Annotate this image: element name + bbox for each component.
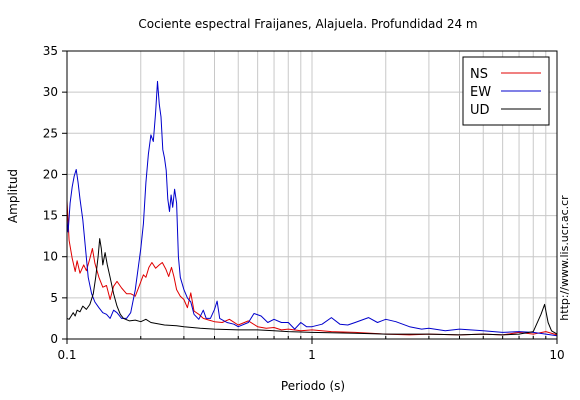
y-tick-label: 5 bbox=[50, 291, 58, 305]
x-tick-label: 0.1 bbox=[57, 348, 76, 362]
axes: 0 5 10 15 20 25 30 35 0.1 1 10 bbox=[43, 44, 565, 362]
x-axis-label: Periodo (s) bbox=[281, 379, 345, 393]
legend: NS EW UD bbox=[462, 56, 550, 126]
series-lines bbox=[66, 80, 558, 337]
y-tick-label: 25 bbox=[43, 126, 58, 140]
y-axis-label: Amplitud bbox=[6, 169, 20, 223]
series-line-ew bbox=[66, 80, 558, 337]
y-tick-label: 10 bbox=[43, 250, 58, 264]
legend-label-ud: UD bbox=[470, 103, 490, 118]
grid bbox=[67, 51, 557, 339]
x-tick-label: 10 bbox=[549, 348, 564, 362]
series-line-ns bbox=[66, 200, 558, 336]
series-line-ud bbox=[66, 238, 558, 336]
x-tick-label: 1 bbox=[308, 348, 316, 362]
y-tick-label: 15 bbox=[43, 209, 58, 223]
y-tick-label: 0 bbox=[50, 332, 58, 346]
legend-label-ew: EW bbox=[470, 85, 491, 100]
y-tick-label: 30 bbox=[43, 85, 58, 99]
legend-label-ns: NS bbox=[470, 67, 488, 82]
y-tick-label: 35 bbox=[43, 44, 58, 58]
chart-title: Cociente espectral Fraijanes, Alajuela. … bbox=[138, 17, 477, 31]
y-tick-label: 20 bbox=[43, 167, 58, 181]
watermark: http://www.lis.ucr.ac.cr bbox=[558, 195, 571, 321]
